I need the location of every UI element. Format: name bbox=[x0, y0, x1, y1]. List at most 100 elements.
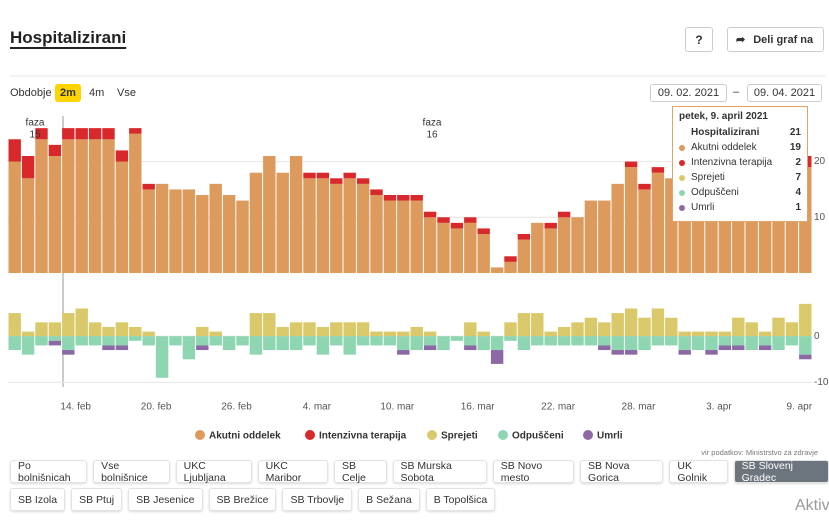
bar bbox=[263, 156, 276, 273]
hospital-button[interactable]: B Sežana bbox=[358, 488, 420, 511]
hospital-button[interactable]: SB Nova Gorica bbox=[580, 460, 664, 484]
bar bbox=[464, 336, 477, 346]
tooltip-value: 19 bbox=[789, 142, 801, 153]
period-option[interactable]: Vse bbox=[117, 87, 136, 99]
bar bbox=[504, 261, 517, 273]
bar bbox=[289, 156, 303, 273]
tooltip-row: Akutni oddelek 19 bbox=[679, 140, 801, 155]
y-tick-label: 10 bbox=[814, 212, 826, 223]
tooltip-marker bbox=[679, 159, 685, 166]
bar bbox=[557, 217, 571, 273]
bar bbox=[397, 336, 410, 351]
bar bbox=[785, 336, 799, 346]
bar bbox=[236, 200, 249, 273]
bar bbox=[62, 336, 75, 351]
bar bbox=[745, 336, 758, 351]
watermark: Aktivira bbox=[795, 497, 829, 514]
x-tick-label: 28. mar bbox=[622, 402, 657, 413]
hospital-button[interactable]: SB Slovenj Gradec bbox=[733, 460, 829, 484]
tooltip-title: petek, 9. april 2021 bbox=[679, 111, 768, 122]
legend-label: Sprejeti bbox=[441, 431, 478, 442]
date-to[interactable]: 09. 04. 2021 bbox=[747, 84, 822, 102]
bar bbox=[517, 336, 531, 351]
bar bbox=[142, 331, 155, 337]
tooltip-label: Hospitalizirani bbox=[691, 127, 760, 138]
bar bbox=[62, 313, 75, 337]
bar bbox=[638, 189, 651, 273]
hospital-button[interactable]: UKC Maribor bbox=[257, 460, 328, 484]
bar bbox=[129, 133, 142, 273]
bar bbox=[477, 336, 490, 351]
bar bbox=[611, 183, 624, 273]
bar bbox=[383, 195, 397, 201]
hospital-button[interactable]: UK Golnik bbox=[669, 460, 728, 484]
bar bbox=[316, 172, 330, 179]
x-tick-label: 4. mar bbox=[303, 402, 332, 413]
bar bbox=[423, 211, 437, 218]
bar bbox=[8, 313, 21, 337]
help-button[interactable]: ? bbox=[685, 27, 713, 52]
hospital-button[interactable]: SB Novo mesto bbox=[492, 460, 575, 484]
x-tick-label: 14. feb bbox=[60, 402, 91, 413]
hospital-button[interactable]: SB Brežice bbox=[208, 488, 277, 511]
x-tick-label: 22. mar bbox=[541, 402, 576, 413]
bar bbox=[249, 336, 263, 355]
bar bbox=[383, 336, 397, 346]
bar bbox=[21, 331, 35, 337]
bar bbox=[758, 345, 772, 351]
hospital-button[interactable]: Po bolnišnicah bbox=[10, 460, 88, 484]
hospital-button[interactable]: SB Trbovlje bbox=[282, 488, 353, 511]
bar bbox=[330, 322, 343, 337]
period-option[interactable]: 4m bbox=[89, 87, 105, 99]
bar bbox=[638, 336, 651, 351]
bar bbox=[115, 336, 129, 346]
bar bbox=[48, 336, 62, 341]
bar bbox=[490, 336, 504, 351]
bar bbox=[517, 239, 531, 273]
bar bbox=[249, 313, 263, 337]
bar bbox=[691, 331, 705, 337]
y-tick-label: 20 bbox=[814, 156, 826, 167]
bar bbox=[35, 322, 48, 337]
bar bbox=[504, 256, 517, 262]
bar bbox=[718, 345, 732, 351]
bar bbox=[8, 161, 21, 273]
button-row: SB Izola SB Ptuj SB Jesenice SB Brežice SB T… bbox=[10, 488, 496, 511]
bar bbox=[303, 178, 316, 273]
bar bbox=[584, 317, 598, 337]
legend-label: Intenzivna terapija bbox=[319, 431, 407, 442]
bar bbox=[303, 322, 316, 337]
period-option[interactable]: 2m bbox=[55, 84, 81, 102]
bar bbox=[88, 322, 102, 337]
bar bbox=[316, 336, 330, 355]
period-label: Obdobje bbox=[10, 87, 52, 99]
bar bbox=[423, 345, 437, 351]
hospital-button[interactable]: UKC Ljubljana bbox=[175, 460, 252, 484]
tooltip-row: Umrli 1 bbox=[679, 200, 801, 215]
bar bbox=[450, 222, 464, 229]
hospital-button[interactable]: SB Celje bbox=[333, 460, 387, 484]
bar bbox=[598, 200, 611, 273]
tooltip-row: Hospitalizirani 21 bbox=[679, 125, 801, 140]
bar bbox=[182, 336, 196, 360]
bar bbox=[799, 354, 812, 360]
bar bbox=[571, 217, 584, 273]
page-title: Hospitalizirani bbox=[10, 28, 127, 47]
date-from[interactable]: 09. 02. 2021 bbox=[650, 84, 727, 102]
bar bbox=[624, 350, 638, 355]
bar bbox=[142, 189, 155, 273]
hospital-button[interactable]: SB Jesenice bbox=[128, 488, 203, 511]
hospital-button[interactable]: SB Izola bbox=[10, 488, 66, 511]
bar bbox=[464, 345, 477, 351]
hospital-button[interactable]: SB Ptuj bbox=[71, 488, 123, 511]
bar bbox=[397, 200, 410, 273]
x-tick-label: 9. apr bbox=[787, 402, 813, 413]
hospital-button[interactable]: B Topolšica bbox=[425, 488, 496, 511]
hospital-button[interactable]: Vse bolnišnice bbox=[93, 460, 170, 484]
share-button[interactable]: ➦ Deli graf na bbox=[727, 27, 824, 52]
bar bbox=[356, 336, 370, 346]
hospital-button[interactable]: SB Murska Sobota bbox=[392, 460, 487, 484]
legend-marker bbox=[305, 430, 315, 440]
bar bbox=[397, 331, 410, 337]
